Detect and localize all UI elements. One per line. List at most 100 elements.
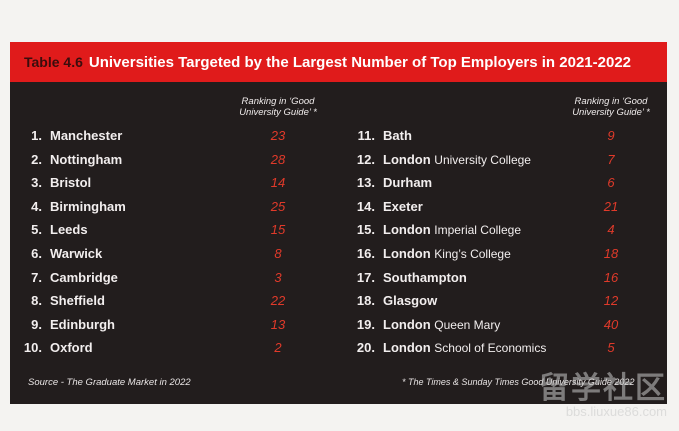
table-row: 13. Durham 6 [343, 175, 633, 195]
university-name: Edinburgh [50, 317, 115, 332]
rank-position: 2. [31, 151, 42, 167]
university-city: Cambridge [50, 269, 118, 285]
guide-ranking: 4 [607, 222, 615, 238]
university-name: London University College [383, 152, 531, 167]
university-city: London [383, 316, 431, 332]
table-row: 3. Bristol 14 [10, 175, 300, 195]
university-name: Cambridge [50, 270, 118, 285]
university-city: Bath [383, 128, 412, 143]
university-name: Leeds [50, 222, 88, 237]
table-row: 19. London Queen Mary 40 [343, 317, 633, 337]
title-bar: Table 4.6 Universities Targeted by the L… [10, 42, 667, 82]
university-city: Manchester [50, 128, 123, 143]
university-city: Durham [383, 175, 433, 191]
university-college: King’s College [434, 247, 511, 261]
university-city: London [383, 246, 431, 261]
table-row: 1. Manchester 23 [10, 128, 300, 148]
university-city: Oxford [50, 340, 93, 356]
guide-ranking: 16 [603, 269, 619, 285]
guide-ranking: 28 [270, 151, 286, 167]
university-name: Bath [383, 128, 412, 143]
university-city: Nottingham [50, 151, 123, 167]
university-city: Warwick [50, 246, 103, 261]
table-row: 9. Edinburgh 13 [10, 317, 300, 337]
guide-ranking: 5 [607, 340, 615, 356]
university-name: Glasgow [383, 293, 437, 308]
guide-ranking: 23 [270, 128, 286, 143]
rank-position: 12. [356, 151, 375, 167]
university-city: Southampton [383, 269, 467, 285]
university-city: London [383, 340, 431, 356]
table-row: 18. Glasgow 12 [343, 293, 633, 313]
rank-position: 20. [356, 340, 375, 356]
rank-position: 15. [356, 222, 375, 238]
rank-position: 6. [31, 246, 42, 261]
university-name: Birmingham [50, 199, 126, 214]
table-row: 8. Sheffield 22 [10, 293, 300, 313]
table-row: 12. London University College 7 [343, 152, 633, 172]
guide-ranking: 22 [270, 293, 286, 309]
rank-position: 9. [31, 316, 42, 332]
university-name: Exeter [383, 199, 423, 214]
table-row: 10. Oxford 2 [10, 340, 300, 360]
university-name: London Imperial College [383, 222, 521, 237]
watermark-url: bbs.liuxue86.com [565, 404, 667, 419]
table-row: 4. Birmingham 25 [10, 199, 300, 219]
table-row: 14. Exeter 21 [343, 199, 633, 219]
rank-position: 4. [31, 198, 42, 214]
university-name: London School of Economics [383, 340, 546, 355]
rank-position: 5. [31, 222, 42, 238]
university-name: Sheffield [50, 293, 105, 308]
guide-ranking: 2 [274, 340, 282, 356]
watermark: 留学社区 bbs.liuxue86.com [507, 373, 667, 419]
guide-ranking: 14 [270, 175, 286, 191]
university-name: London Queen Mary [383, 317, 500, 332]
rank-position: 16. [356, 246, 375, 261]
university-name: Bristol [50, 175, 91, 190]
guide-ranking: 21 [603, 198, 619, 214]
university-college: University College [434, 152, 531, 167]
table-row: 2. Nottingham 28 [10, 152, 300, 172]
table-row: 11. Bath 9 [343, 128, 633, 148]
table-row: 7. Cambridge 3 [10, 270, 300, 290]
guide-ranking: 9 [607, 128, 615, 143]
table-row: 20. London School of Economics 5 [343, 340, 633, 360]
table-row: 16. London King’s College 18 [343, 246, 633, 266]
rank-position: 1. [31, 128, 42, 143]
table-title: Universities Targeted by the Largest Num… [88, 53, 631, 71]
guide-ranking: 7 [607, 151, 615, 167]
university-name: Southampton [383, 270, 467, 285]
source-note: Source - The Graduate Market in 2022 [28, 377, 191, 388]
university-name: Warwick [50, 246, 102, 261]
rank-position: 11. [357, 128, 375, 143]
university-city: London [383, 222, 431, 238]
rank-position: 17. [356, 269, 375, 285]
university-name: Oxford [50, 340, 93, 355]
table-number: Table 4.6 [24, 54, 83, 70]
university-name: Nottingham [50, 152, 122, 167]
table-panel: Table 4.6 Universities Targeted by the L… [10, 42, 667, 404]
rank-position: 14. [356, 198, 375, 214]
guide-ranking: 18 [603, 246, 619, 261]
rank-position: 13. [356, 175, 375, 191]
watermark-logo-text: 留学社区 [539, 372, 667, 405]
university-name: Manchester [50, 128, 122, 143]
left-ranking-header: Ranking in ‘Good University Guide’ * [239, 96, 317, 118]
rank-position: 10. [23, 340, 42, 356]
university-city: Exeter [383, 198, 423, 214]
rank-position: 18. [356, 293, 375, 309]
university-college: Imperial College [434, 223, 521, 238]
table-row: 5. Leeds 15 [10, 222, 300, 242]
guide-ranking: 25 [270, 198, 286, 214]
rank-position: 19. [356, 316, 375, 332]
university-college: School of Economics [434, 341, 547, 356]
footnote: * The Times & Sunday Times Good Universi… [402, 377, 635, 387]
rank-position: 8. [31, 293, 42, 309]
guide-ranking: 15 [270, 222, 286, 238]
table-row: 17. Southampton 16 [343, 270, 633, 290]
guide-ranking: 13 [270, 316, 286, 332]
university-city: Bristol [50, 175, 92, 191]
university-city: London [383, 151, 431, 167]
university-college: Queen Mary [434, 317, 501, 332]
guide-ranking: 12 [603, 293, 619, 309]
